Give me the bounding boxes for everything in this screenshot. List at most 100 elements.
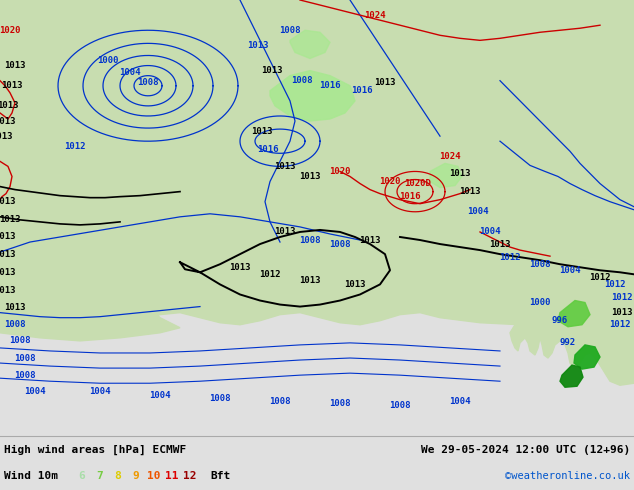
Text: 992: 992 <box>560 339 576 347</box>
Text: 1013: 1013 <box>374 78 396 87</box>
Text: 1024: 1024 <box>439 152 461 161</box>
Polygon shape <box>280 257 300 270</box>
Text: 1008: 1008 <box>4 320 26 329</box>
Polygon shape <box>240 254 258 266</box>
Text: 1004: 1004 <box>89 387 111 396</box>
Text: 1004: 1004 <box>450 397 471 406</box>
Polygon shape <box>200 244 225 259</box>
Text: 1013: 1013 <box>0 215 21 224</box>
Text: 1013: 1013 <box>489 240 511 248</box>
Polygon shape <box>290 30 330 58</box>
Text: 9: 9 <box>133 471 139 481</box>
Text: High wind areas [hPa] ECMWF: High wind areas [hPa] ECMWF <box>4 444 186 455</box>
Text: 1008: 1008 <box>299 236 321 245</box>
Text: 1013: 1013 <box>1 81 23 90</box>
Text: 1020: 1020 <box>0 26 21 35</box>
Text: 1008: 1008 <box>269 397 291 406</box>
Text: 1004: 1004 <box>467 207 489 216</box>
Polygon shape <box>574 345 600 369</box>
Text: 1013: 1013 <box>0 268 16 277</box>
Polygon shape <box>558 300 590 327</box>
Text: 7: 7 <box>96 471 103 481</box>
Text: 1013: 1013 <box>0 101 19 110</box>
Text: 996: 996 <box>552 316 568 325</box>
Text: 1012: 1012 <box>64 142 86 151</box>
Polygon shape <box>0 0 634 184</box>
Text: 1013: 1013 <box>4 61 26 70</box>
Polygon shape <box>560 365 583 387</box>
Text: 1008: 1008 <box>279 26 301 35</box>
Polygon shape <box>205 0 310 71</box>
Text: 12: 12 <box>183 471 197 481</box>
Text: 1013: 1013 <box>247 41 269 50</box>
Polygon shape <box>55 71 85 96</box>
Text: 1013: 1013 <box>4 303 26 312</box>
Text: 1016: 1016 <box>320 81 340 90</box>
Polygon shape <box>0 232 180 341</box>
Text: 1008: 1008 <box>329 399 351 408</box>
Text: 1012: 1012 <box>259 270 281 279</box>
Polygon shape <box>0 0 200 96</box>
Text: 1013: 1013 <box>0 117 16 125</box>
Polygon shape <box>48 96 65 113</box>
Text: 1016: 1016 <box>351 86 373 95</box>
Text: 1004: 1004 <box>479 227 501 237</box>
Text: We 29-05-2024 12:00 UTC (12+96): We 29-05-2024 12:00 UTC (12+96) <box>421 445 630 455</box>
Text: 1013: 1013 <box>230 263 251 272</box>
Text: 1000: 1000 <box>529 298 551 307</box>
Text: 1020: 1020 <box>329 167 351 176</box>
Text: 1013: 1013 <box>450 169 471 178</box>
Polygon shape <box>0 151 634 244</box>
Text: 1008: 1008 <box>10 336 31 345</box>
Polygon shape <box>430 0 634 172</box>
Text: 1013: 1013 <box>0 132 13 141</box>
Text: 1013: 1013 <box>611 308 633 317</box>
Text: 1004: 1004 <box>119 68 141 77</box>
Text: 1013: 1013 <box>251 126 273 136</box>
Text: 1013: 1013 <box>275 227 295 237</box>
Text: 1012: 1012 <box>604 280 626 289</box>
Polygon shape <box>430 163 462 188</box>
Text: 1008: 1008 <box>389 401 411 410</box>
Text: Wind 10m: Wind 10m <box>4 471 58 481</box>
Text: 1012: 1012 <box>499 253 521 262</box>
Text: 1013: 1013 <box>299 276 321 285</box>
Text: 1013: 1013 <box>261 66 283 75</box>
Text: 1013: 1013 <box>459 187 481 196</box>
Text: 1016: 1016 <box>399 192 421 201</box>
Text: 11: 11 <box>165 471 179 481</box>
Text: 1004: 1004 <box>149 391 171 400</box>
Text: 1012: 1012 <box>609 320 631 329</box>
Text: 1008: 1008 <box>529 260 551 269</box>
Text: 1020: 1020 <box>379 177 401 186</box>
Text: 10: 10 <box>147 471 161 481</box>
Text: 1013: 1013 <box>0 286 16 295</box>
Text: 1013: 1013 <box>299 172 321 181</box>
Text: 1013: 1013 <box>0 197 16 206</box>
Text: 1008: 1008 <box>14 353 36 363</box>
Text: 1004: 1004 <box>24 387 46 396</box>
Text: ©weatheronline.co.uk: ©weatheronline.co.uk <box>505 471 630 481</box>
Text: 1016: 1016 <box>257 145 279 154</box>
Text: 1020D: 1020D <box>404 179 432 188</box>
Polygon shape <box>498 232 634 385</box>
Text: Bft: Bft <box>210 471 230 481</box>
Text: 1013: 1013 <box>344 280 366 289</box>
Text: 1013: 1013 <box>359 236 381 245</box>
Text: 1013: 1013 <box>0 232 16 242</box>
Text: 1008: 1008 <box>14 370 36 380</box>
Text: 6: 6 <box>79 471 86 481</box>
Text: 1013: 1013 <box>0 249 16 259</box>
Text: 1004: 1004 <box>559 266 581 275</box>
Text: 8: 8 <box>115 471 121 481</box>
Text: 1024: 1024 <box>365 11 385 20</box>
Text: 1008: 1008 <box>291 76 313 85</box>
Text: 1012: 1012 <box>611 293 633 302</box>
Polygon shape <box>270 71 355 121</box>
Text: 1012: 1012 <box>589 273 611 282</box>
Text: 1008: 1008 <box>209 394 231 403</box>
Text: 1013: 1013 <box>275 162 295 171</box>
Text: 1000: 1000 <box>97 56 119 65</box>
Text: 1008: 1008 <box>137 78 158 87</box>
Text: 1008: 1008 <box>329 240 351 248</box>
